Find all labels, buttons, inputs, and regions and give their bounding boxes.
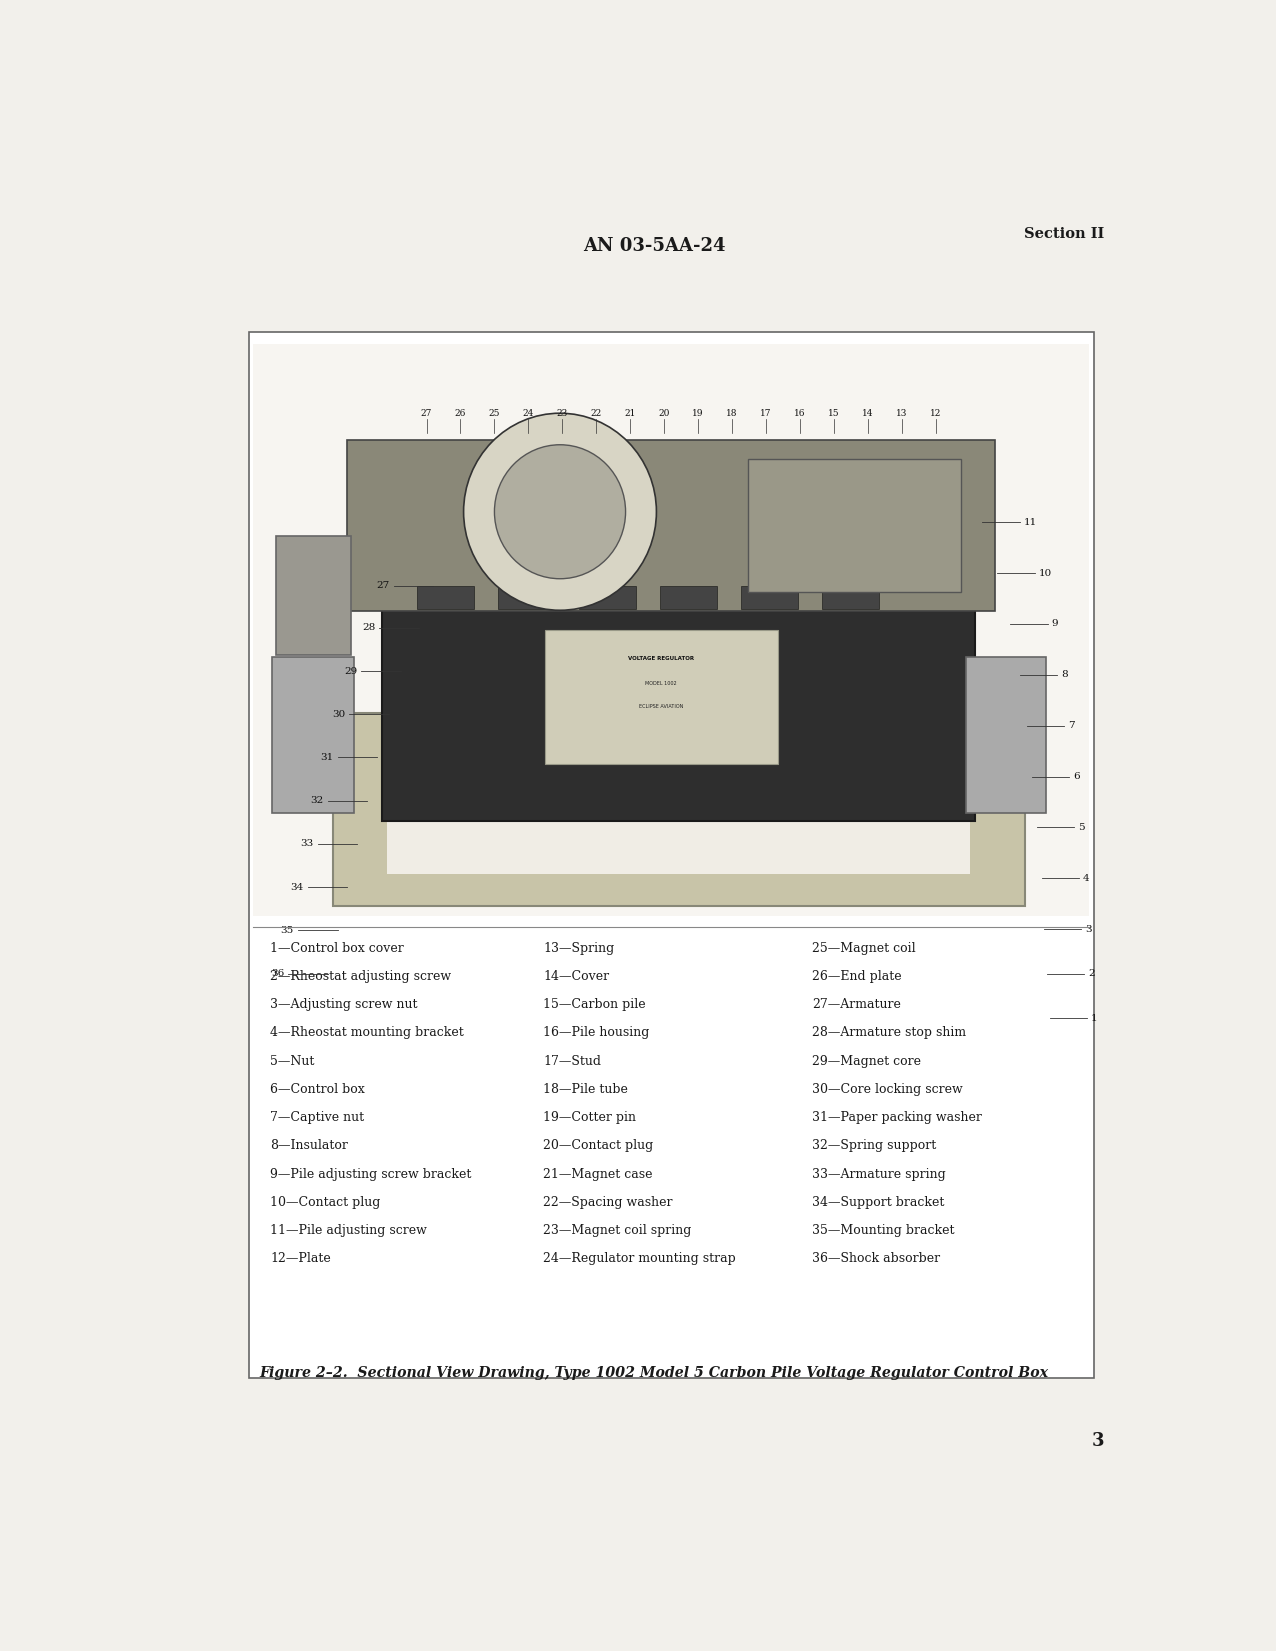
Text: 13: 13 xyxy=(896,409,907,418)
Text: 15—Carbon pile: 15—Carbon pile xyxy=(544,999,646,1012)
Text: Figure 2–2.  Sectional View Drawing, Type 1002 Model 5 Carbon Pile Voltage Regul: Figure 2–2. Sectional View Drawing, Type… xyxy=(259,1365,1049,1380)
Text: 27—Armature: 27—Armature xyxy=(813,999,901,1012)
Text: 35: 35 xyxy=(281,926,293,934)
Bar xyxy=(660,586,717,609)
Text: 27: 27 xyxy=(376,581,390,591)
Bar xyxy=(254,345,1090,916)
Text: 6: 6 xyxy=(1073,773,1079,781)
Text: 19—Cotter pin: 19—Cotter pin xyxy=(544,1111,637,1124)
Text: 14—Cover: 14—Cover xyxy=(544,971,610,982)
Text: 12: 12 xyxy=(930,409,942,418)
Bar xyxy=(347,439,995,611)
Text: 16: 16 xyxy=(794,409,805,418)
Text: 20—Contact plug: 20—Contact plug xyxy=(544,1139,653,1152)
Ellipse shape xyxy=(463,413,656,611)
Text: 10—Contact plug: 10—Contact plug xyxy=(271,1195,380,1209)
Text: 2: 2 xyxy=(1088,969,1095,977)
Bar xyxy=(333,713,1025,906)
Text: 30—Core locking screw: 30—Core locking screw xyxy=(813,1083,963,1096)
Text: 11: 11 xyxy=(1023,518,1037,527)
Text: 10: 10 xyxy=(1039,568,1051,578)
Bar xyxy=(416,586,473,609)
Bar xyxy=(249,332,1094,1379)
Text: 21—Magnet case: 21—Magnet case xyxy=(544,1167,653,1180)
Text: 4: 4 xyxy=(1083,873,1090,883)
Bar xyxy=(387,745,970,875)
Text: 36—Shock absorber: 36—Shock absorber xyxy=(813,1251,940,1265)
Text: 29: 29 xyxy=(345,667,357,675)
FancyBboxPatch shape xyxy=(966,657,1045,814)
Text: 22—Spacing washer: 22—Spacing washer xyxy=(544,1195,672,1209)
Text: 1: 1 xyxy=(1091,1014,1097,1022)
Text: 14: 14 xyxy=(863,409,874,418)
Text: 25—Magnet coil: 25—Magnet coil xyxy=(813,941,916,954)
Text: 28: 28 xyxy=(362,624,375,632)
Text: 35—Mounting bracket: 35—Mounting bracket xyxy=(813,1223,954,1237)
Text: 31: 31 xyxy=(320,753,333,763)
Text: 1—Control box cover: 1—Control box cover xyxy=(271,941,404,954)
Text: 25: 25 xyxy=(489,409,500,418)
Text: 28—Armature stop shim: 28—Armature stop shim xyxy=(813,1027,966,1040)
Ellipse shape xyxy=(494,444,625,580)
FancyBboxPatch shape xyxy=(276,537,351,654)
Text: 29—Magnet core: 29—Magnet core xyxy=(813,1055,921,1068)
FancyBboxPatch shape xyxy=(272,657,355,814)
Bar xyxy=(741,586,799,609)
Text: 17: 17 xyxy=(760,409,772,418)
Text: 24: 24 xyxy=(523,409,535,418)
Text: 9—Pile adjusting screw bracket: 9—Pile adjusting screw bracket xyxy=(271,1167,472,1180)
Text: Section II: Section II xyxy=(1023,226,1104,241)
Text: 7—Captive nut: 7—Captive nut xyxy=(271,1111,365,1124)
Text: 17—Stud: 17—Stud xyxy=(544,1055,601,1068)
Text: 15: 15 xyxy=(828,409,840,418)
Bar xyxy=(382,604,975,821)
Text: 32—Spring support: 32—Spring support xyxy=(813,1139,937,1152)
Text: 6—Control box: 6—Control box xyxy=(271,1083,365,1096)
Text: 30: 30 xyxy=(332,710,346,718)
Text: 34: 34 xyxy=(291,883,304,892)
Bar xyxy=(579,586,637,609)
Text: 3—Adjusting screw nut: 3—Adjusting screw nut xyxy=(271,999,417,1012)
Text: 26: 26 xyxy=(454,409,466,418)
Text: 9: 9 xyxy=(1051,619,1058,629)
Text: 18: 18 xyxy=(726,409,738,418)
Text: 27: 27 xyxy=(421,409,433,418)
Text: 19: 19 xyxy=(693,409,704,418)
Bar xyxy=(498,586,555,609)
Text: 8: 8 xyxy=(1062,670,1068,679)
Text: 26—End plate: 26—End plate xyxy=(813,971,902,982)
Text: 24—Regulator mounting strap: 24—Regulator mounting strap xyxy=(544,1251,736,1265)
Text: 4—Rheostat mounting bracket: 4—Rheostat mounting bracket xyxy=(271,1027,464,1040)
Text: 7: 7 xyxy=(1068,721,1074,730)
Bar xyxy=(545,631,777,764)
Text: VOLTAGE REGULATOR: VOLTAGE REGULATOR xyxy=(628,655,694,660)
Text: 13—Spring: 13—Spring xyxy=(544,941,615,954)
Text: 31—Paper packing washer: 31—Paper packing washer xyxy=(813,1111,983,1124)
Text: 33—Armature spring: 33—Armature spring xyxy=(813,1167,946,1180)
Text: 2—Rheostat adjusting screw: 2—Rheostat adjusting screw xyxy=(271,971,452,982)
Text: 5—Nut: 5—Nut xyxy=(271,1055,315,1068)
Text: 3: 3 xyxy=(1091,1433,1104,1451)
Text: 22: 22 xyxy=(591,409,602,418)
Text: 20: 20 xyxy=(658,409,670,418)
Text: 32: 32 xyxy=(310,796,324,806)
Text: MODEL 1002: MODEL 1002 xyxy=(646,682,676,687)
Text: ECLIPSE AVIATION: ECLIPSE AVIATION xyxy=(639,703,683,710)
Text: 34—Support bracket: 34—Support bracket xyxy=(813,1195,944,1209)
Text: 16—Pile housing: 16—Pile housing xyxy=(544,1027,649,1040)
Bar xyxy=(748,459,961,593)
Text: 18—Pile tube: 18—Pile tube xyxy=(544,1083,628,1096)
Text: 3: 3 xyxy=(1085,925,1092,933)
Text: 33: 33 xyxy=(301,839,314,849)
Text: 8—Insulator: 8—Insulator xyxy=(271,1139,348,1152)
Text: 21: 21 xyxy=(624,409,635,418)
Text: 23—Magnet coil spring: 23—Magnet coil spring xyxy=(544,1223,692,1237)
Text: AN 03-5AA-24: AN 03-5AA-24 xyxy=(583,238,725,256)
Text: 23: 23 xyxy=(556,409,568,418)
Text: 11—Pile adjusting screw: 11—Pile adjusting screw xyxy=(271,1223,427,1237)
Text: 5: 5 xyxy=(1078,822,1085,832)
Bar xyxy=(822,586,879,609)
Text: 36: 36 xyxy=(271,969,285,977)
Text: 12—Plate: 12—Plate xyxy=(271,1251,330,1265)
